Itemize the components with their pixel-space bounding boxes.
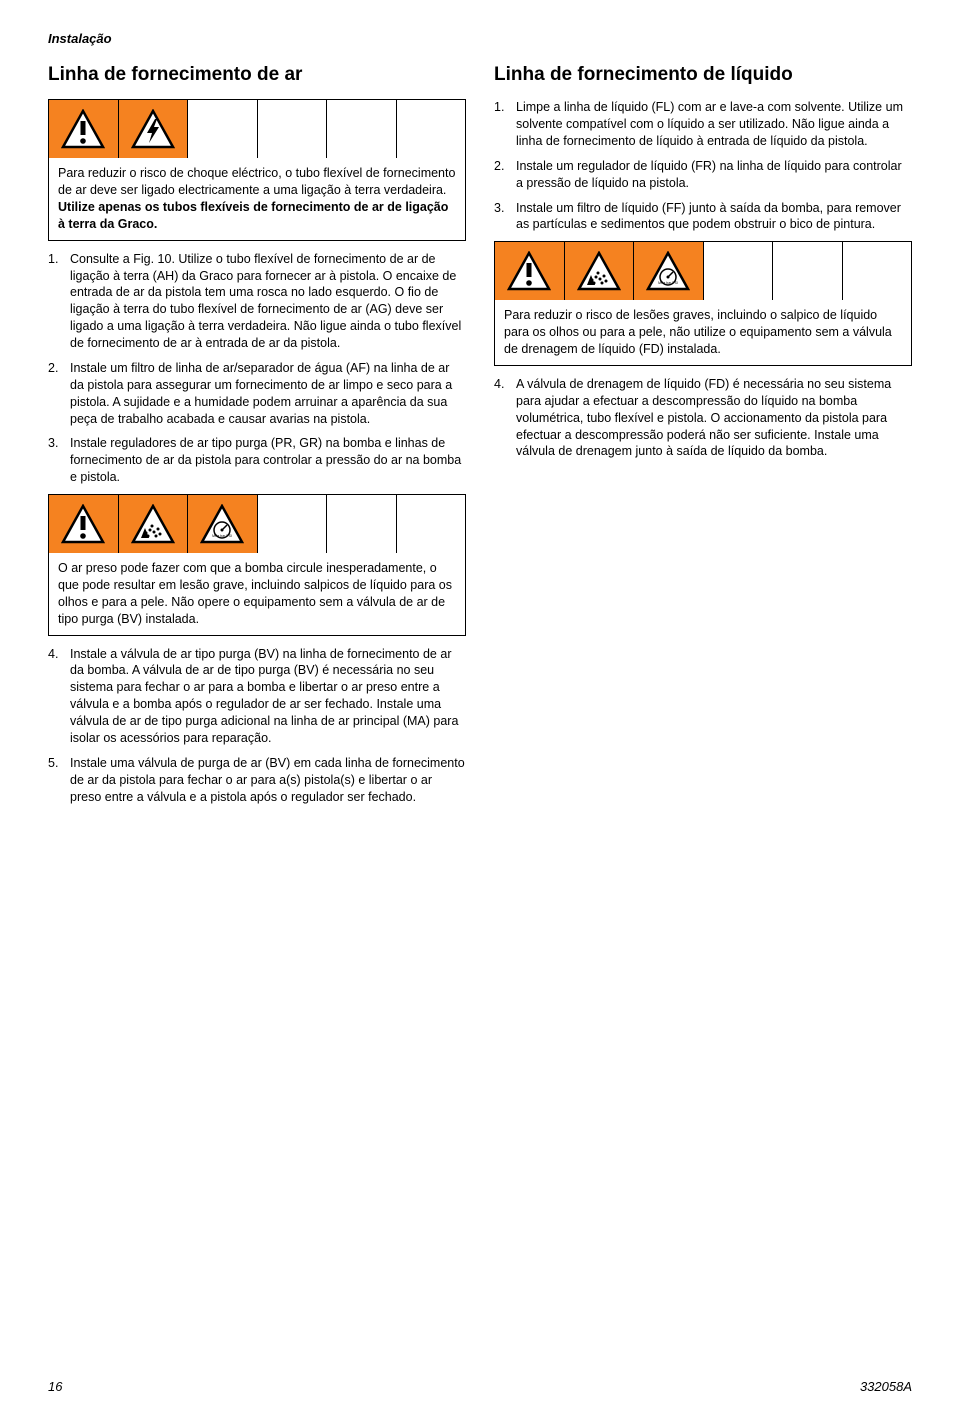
- warning-box-electric: Para reduzir o risco de choque eléctrico…: [48, 99, 466, 241]
- right-column: Linha de fornecimento de líquido Limpe a…: [494, 62, 912, 814]
- left-item-2: Instale um filtro de linha de ar/separad…: [48, 360, 466, 428]
- warning-triangle-icon: [495, 242, 565, 300]
- warning-text: Para reduzir o risco de lesões graves, i…: [495, 300, 911, 365]
- empty-cell: [258, 100, 328, 158]
- electric-shock-icon: [119, 100, 189, 158]
- empty-cell: [773, 242, 843, 300]
- svg-text:MPa bar PSI: MPa bar PSI: [658, 281, 678, 285]
- warning-header: MPa bar PSI: [495, 242, 911, 300]
- warning-text-part-a: Para reduzir o risco de choque eléctrico…: [58, 166, 455, 197]
- left-column: Linha de fornecimento de ar: [48, 62, 466, 814]
- doc-id: 332058A: [860, 1378, 912, 1396]
- two-column-layout: Linha de fornecimento de ar: [48, 62, 912, 814]
- pressure-gauge-icon: MPa bar PSI: [188, 495, 258, 553]
- left-item-4: Instale a válvula de ar tipo purga (BV) …: [48, 646, 466, 747]
- left-list-1: Consulte a Fig. 10. Utilize o tubo flexí…: [48, 251, 466, 486]
- warning-text: O ar preso pode fazer com que a bomba ci…: [49, 553, 465, 635]
- right-item-4: A válvula de drenagem de líquido (FD) é …: [494, 376, 912, 460]
- warning-box-air: MPa bar PSI O ar preso pode fazer com qu…: [48, 494, 466, 636]
- page-number: 16: [48, 1378, 62, 1396]
- empty-cell: [397, 495, 466, 553]
- empty-cell: [327, 495, 397, 553]
- empty-cell: [397, 100, 466, 158]
- warning-box-liquid: MPa bar PSI Para reduzir o risco de lesõ…: [494, 241, 912, 366]
- left-item-1: Consulte a Fig. 10. Utilize o tubo flexí…: [48, 251, 466, 352]
- pressure-gauge-icon: MPa bar PSI: [634, 242, 704, 300]
- page-header: Instalação: [48, 30, 912, 48]
- empty-cell: [188, 100, 258, 158]
- warning-triangle-icon: [49, 100, 119, 158]
- empty-cell: [327, 100, 397, 158]
- right-item-3: Instale um filtro de líquido (FF) junto …: [494, 200, 912, 234]
- warning-header: [49, 100, 465, 158]
- left-item-5: Instale uma válvula de purga de ar (BV) …: [48, 755, 466, 806]
- right-list-2: A válvula de drenagem de líquido (FD) é …: [494, 376, 912, 460]
- empty-cell: [843, 242, 912, 300]
- right-item-2: Instale um regulador de líquido (FR) na …: [494, 158, 912, 192]
- spray-hazard-icon: [119, 495, 189, 553]
- left-list-2: Instale a válvula de ar tipo purga (BV) …: [48, 646, 466, 806]
- right-item-1: Limpe a linha de líquido (FL) com ar e l…: [494, 99, 912, 150]
- warning-header: MPa bar PSI: [49, 495, 465, 553]
- left-title: Linha de fornecimento de ar: [48, 62, 466, 88]
- warning-triangle-icon: [49, 495, 119, 553]
- page-footer: 16 332058A: [48, 1378, 912, 1396]
- warning-text-part-b: Utilize apenas os tubos flexíveis de for…: [58, 200, 448, 231]
- warning-text: Para reduzir o risco de choque eléctrico…: [49, 158, 465, 240]
- right-title: Linha de fornecimento de líquido: [494, 62, 912, 88]
- empty-cell: [258, 495, 328, 553]
- left-item-3: Instale reguladores de ar tipo purga (PR…: [48, 435, 466, 486]
- empty-cell: [704, 242, 774, 300]
- right-list-1: Limpe a linha de líquido (FL) com ar e l…: [494, 99, 912, 233]
- svg-text:MPa bar PSI: MPa bar PSI: [212, 534, 232, 538]
- spray-hazard-icon: [565, 242, 635, 300]
